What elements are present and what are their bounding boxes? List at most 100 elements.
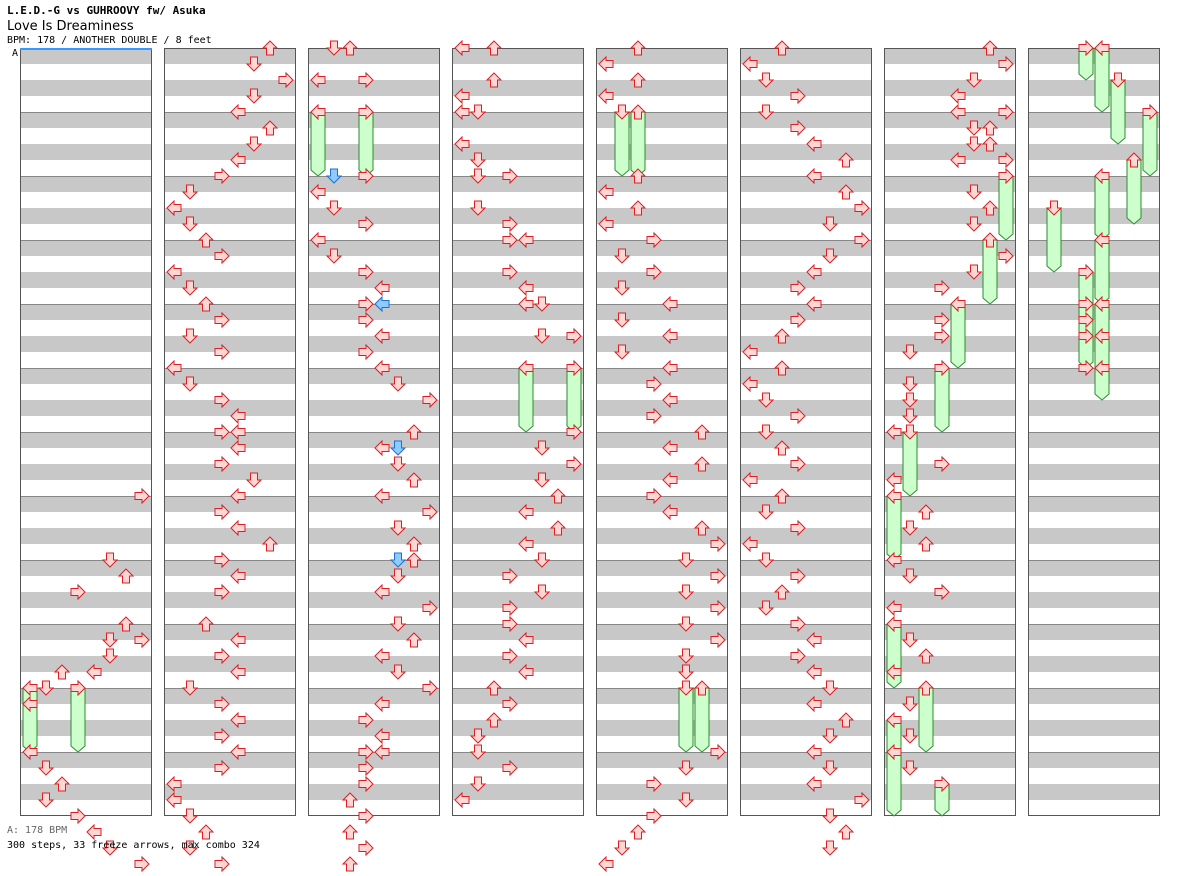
freeze-head [1078,263,1094,281]
chart-column [164,48,296,816]
step-arrow-left [374,487,390,505]
freeze-head [629,104,647,120]
step-arrow-down [533,296,551,312]
step-arrow-up [485,40,503,56]
freeze-head [1094,167,1110,185]
step-arrow-up [261,40,279,56]
beat-stripe [308,560,440,576]
step-arrow-left [22,743,38,761]
beat-stripe [884,336,1016,352]
step-arrow-up [117,616,135,632]
step-arrow-left [454,135,470,153]
beat-stripe [596,464,728,480]
column-border [596,48,728,816]
beat-stripe [164,48,296,64]
step-arrow-up [53,664,71,680]
step-arrow-left [742,343,758,361]
step-arrow-down [389,568,407,584]
beat-stripe [596,592,728,608]
freeze-head [886,743,902,761]
beat-stripe [740,464,872,480]
step-arrow-right [214,727,230,745]
step-arrow-left [886,663,902,681]
step-arrow-left [166,263,182,281]
beat-stripe [1028,144,1160,160]
beat-stripe [884,720,1016,736]
beat-stripe [1028,80,1160,96]
step-arrow-up [549,520,567,536]
step-arrow-down [181,808,199,824]
freeze-head [1045,200,1063,216]
beat-stripe [452,752,584,768]
step-arrow-down [469,744,487,760]
step-arrow-down [757,424,775,440]
step-arrow-left [230,711,246,729]
step-arrow-up [629,72,647,88]
beat-stripe [452,208,584,224]
step-arrow-left [806,775,822,793]
beat-stripe [164,624,296,640]
freeze-head [677,680,695,696]
beat-stripe [740,592,872,608]
beat-stripe [452,496,584,512]
bpm-legend: A: 178 BPM [7,825,68,836]
step-arrow-right [358,807,374,825]
freeze-body [902,431,918,497]
step-arrow-right [998,151,1014,169]
step-arrow-up [405,552,423,568]
freeze-head [70,679,86,697]
step-arrow-up [405,472,423,488]
step-arrow-left [742,471,758,489]
step-arrow-down [901,696,919,712]
beat-stripe [740,176,872,192]
step-arrow-down [821,680,839,696]
step-arrow-down [757,72,775,88]
beat-stripe [20,624,152,640]
step-arrow-left [806,743,822,761]
step-arrow-up [341,856,359,872]
step-arrow-right [934,327,950,345]
freeze-head [886,487,902,505]
step-arrow-right [934,455,950,473]
beat-stripe [452,336,584,352]
step-arrow-down [677,648,695,664]
beat-stripe [308,592,440,608]
step-arrow-down [181,376,199,392]
beat-stripe [20,784,152,800]
beat-stripe [1028,432,1160,448]
beat-stripe [740,560,872,576]
step-arrow-left [950,151,966,169]
freeze-body [886,751,902,817]
beat-stripe [740,208,872,224]
beat-stripe [164,528,296,544]
step-arrow-down [965,72,983,88]
beat-stripe [164,592,296,608]
beat-stripe [740,400,872,416]
step-arrow-down [677,584,695,600]
freeze-head [518,359,534,377]
step-arrow-down [901,344,919,360]
beat-stripe [20,496,152,512]
step-arrow-down [325,248,343,264]
step-arrow-down [469,104,487,120]
beat-stripe [884,112,1016,128]
step-arrow-right [790,519,806,537]
step-arrow-down [613,840,631,856]
step-arrow-right [502,567,518,585]
freeze-arrow [934,775,950,817]
beat-stripe [164,112,296,128]
step-arrow-right [646,807,662,825]
step-arrow-up [837,712,855,728]
step-arrow-left [310,231,326,249]
step-arrow-up [197,824,215,840]
step-arrow-up [485,712,503,728]
beat-stripe [164,560,296,576]
step-arrow-left [230,567,246,585]
step-arrow-down [677,552,695,568]
step-arrow-down [37,760,55,776]
step-arrow-down [533,584,551,600]
step-arrow-left [230,519,246,537]
beat-stripe [452,80,584,96]
freeze-arrow [677,680,695,753]
step-arrow-down [821,840,839,856]
